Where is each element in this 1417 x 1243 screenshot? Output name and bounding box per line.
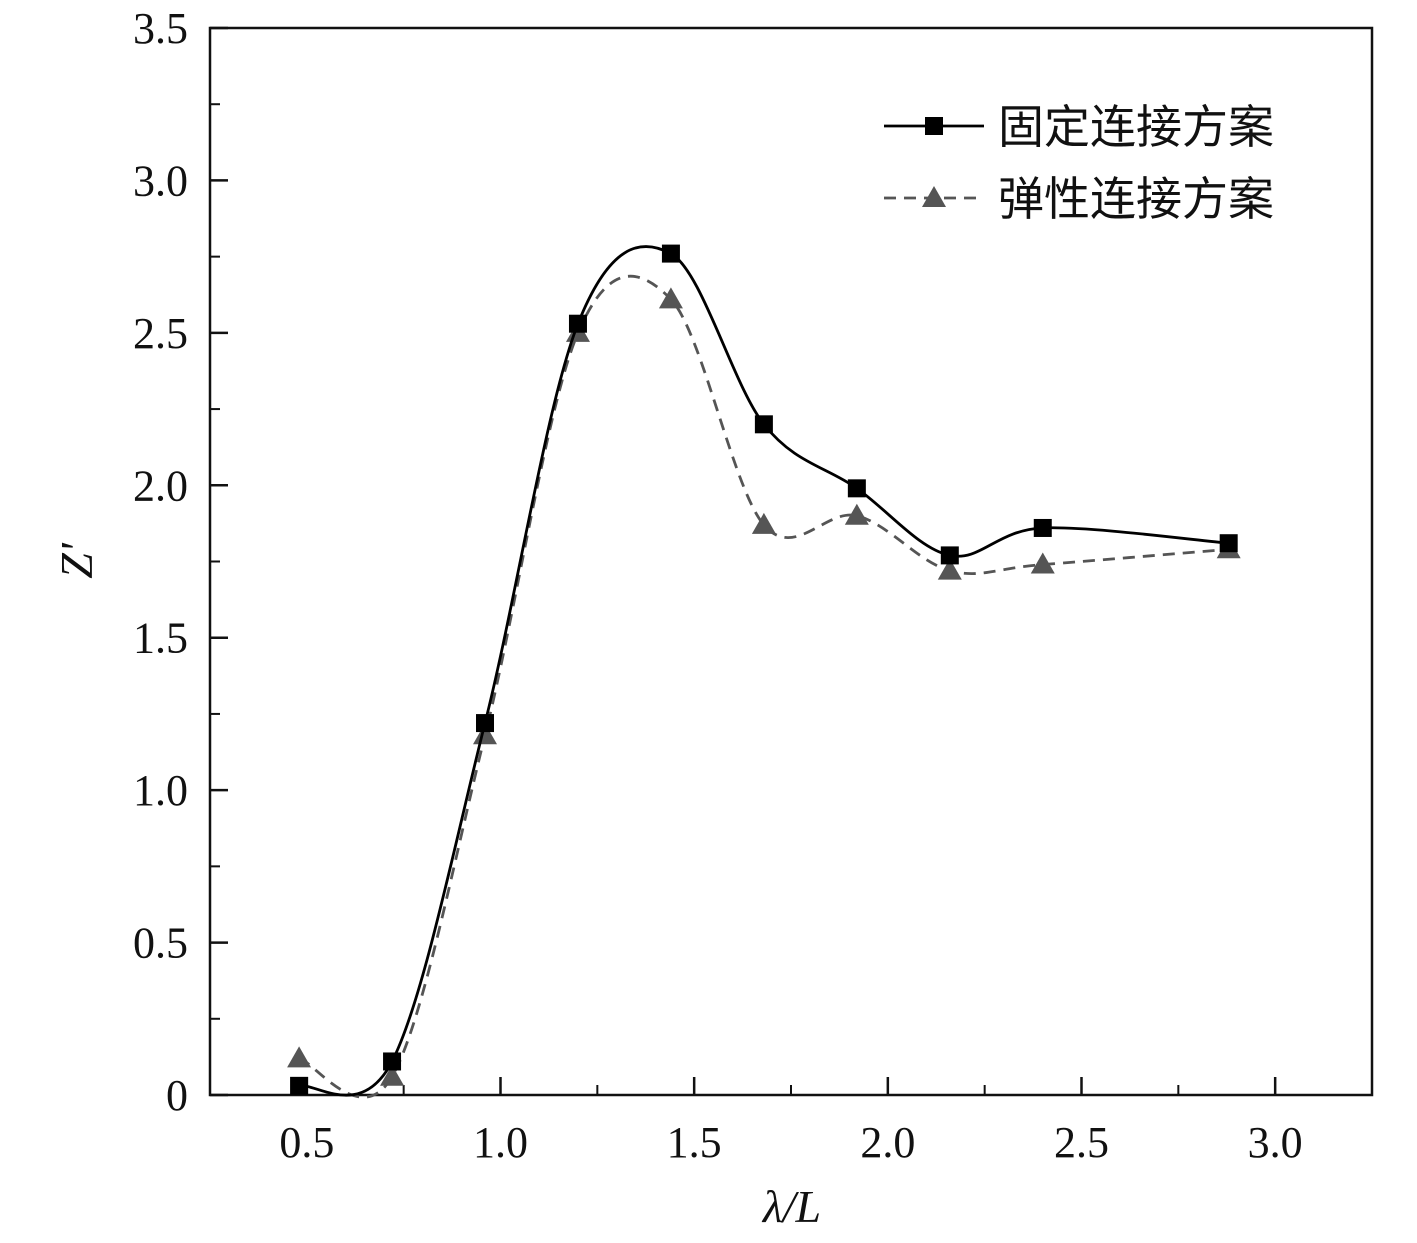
data-point [568, 314, 587, 333]
series-line [298, 274, 1229, 1099]
data-point [473, 723, 498, 745]
x-tick-label: 1.5 [667, 1118, 722, 1167]
y-tick-label: 1.0 [133, 766, 188, 815]
y-tick-label: 0 [166, 1071, 188, 1120]
y-tick-label: 2.0 [133, 461, 188, 510]
y-axis-label: Z' [51, 542, 102, 579]
y-tick-label: 2.5 [133, 309, 188, 358]
x-tick-label: 3.0 [1248, 1118, 1303, 1167]
data-point [937, 558, 962, 580]
y-tick-label: 3.0 [133, 156, 188, 205]
data-point [1030, 552, 1055, 574]
series-line [298, 245, 1229, 1097]
data-point [847, 479, 866, 498]
data-point [658, 287, 683, 309]
x-tick-label: 1.0 [473, 1118, 528, 1167]
series-2 [287, 274, 1241, 1099]
data-point [661, 244, 680, 263]
y-tick-label: 1.5 [133, 614, 188, 663]
y-tick-label: 3.5 [133, 4, 188, 53]
x-tick-label: 2.5 [1054, 1118, 1109, 1167]
data-point [754, 415, 773, 434]
series-group [287, 244, 1241, 1099]
data-point [751, 512, 776, 534]
x-axis-label: λ/L [761, 1181, 821, 1232]
y-tick-label: 0.5 [133, 919, 188, 968]
legend-label-2: 弹性连接方案 [998, 172, 1274, 226]
data-point [1033, 518, 1052, 537]
tick-labels: 0.5 1.0 1.5 2.0 2.5 3.0 0 0.5 1.0 1.5 2.0 2.5 3.0 3.5 [133, 4, 1303, 1167]
x-tick-label: 2.0 [860, 1118, 915, 1167]
legend-marker-1 [925, 117, 943, 135]
legend-label-1: 固定连接方案 [998, 100, 1274, 154]
data-point [476, 714, 495, 733]
data-point [290, 1076, 309, 1095]
axis-ticks [210, 26, 1277, 1097]
data-point [380, 1064, 405, 1086]
data-point [1219, 534, 1238, 553]
series-1 [290, 244, 1238, 1097]
legend-marker-2 [922, 186, 946, 207]
data-point [383, 1052, 402, 1071]
data-point [844, 503, 869, 525]
data-point [940, 546, 959, 565]
data-point [287, 1046, 312, 1068]
x-tick-label: 0.5 [279, 1118, 334, 1167]
